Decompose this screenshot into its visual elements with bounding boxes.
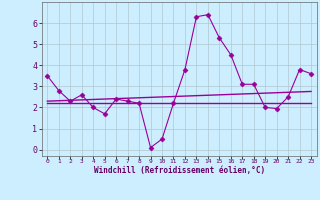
X-axis label: Windchill (Refroidissement éolien,°C): Windchill (Refroidissement éolien,°C) <box>94 166 265 175</box>
